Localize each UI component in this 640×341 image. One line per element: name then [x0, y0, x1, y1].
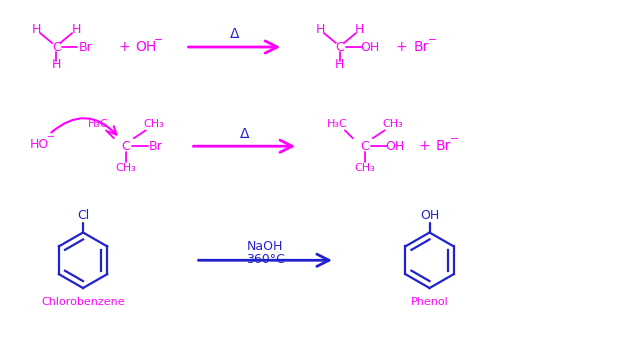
Text: −: − — [428, 35, 437, 45]
Text: Phenol: Phenol — [411, 297, 449, 307]
Text: HO: HO — [29, 138, 49, 151]
Text: H: H — [355, 23, 365, 36]
FancyArrowPatch shape — [51, 118, 116, 135]
Text: OH: OH — [135, 40, 156, 54]
Text: Chlorobenzene: Chlorobenzene — [41, 297, 125, 307]
Text: Br: Br — [149, 140, 163, 153]
Text: CH₃: CH₃ — [382, 119, 403, 129]
Text: +: + — [396, 40, 408, 54]
Text: −: − — [47, 132, 55, 142]
Text: H: H — [72, 23, 81, 36]
Text: OH: OH — [360, 41, 380, 54]
Text: H₃C: H₃C — [88, 119, 108, 129]
Text: H: H — [335, 58, 344, 71]
Text: −: − — [154, 35, 163, 45]
Text: H: H — [316, 23, 324, 36]
Text: −: − — [450, 134, 459, 144]
Text: C: C — [122, 140, 130, 153]
Text: Cl: Cl — [77, 209, 89, 222]
Text: C: C — [52, 41, 61, 54]
Text: +: + — [419, 139, 430, 153]
Text: Br: Br — [414, 40, 429, 54]
Text: Br: Br — [436, 139, 451, 153]
Text: H₃C: H₃C — [326, 119, 348, 129]
Text: Δ: Δ — [239, 127, 249, 141]
Text: +: + — [118, 40, 130, 54]
Text: Br: Br — [79, 41, 93, 54]
Text: CH₃: CH₃ — [355, 163, 375, 173]
Text: NaOH: NaOH — [247, 240, 284, 253]
Text: H: H — [51, 58, 61, 71]
Text: 360°C: 360°C — [246, 253, 285, 266]
Text: C: C — [335, 41, 344, 54]
Text: OH: OH — [385, 140, 404, 153]
Text: OH: OH — [420, 209, 439, 222]
Text: Δ: Δ — [230, 27, 239, 41]
Text: C: C — [360, 140, 369, 153]
Text: H: H — [31, 23, 41, 36]
Text: CH₃: CH₃ — [115, 163, 136, 173]
Text: CH₃: CH₃ — [143, 119, 164, 129]
